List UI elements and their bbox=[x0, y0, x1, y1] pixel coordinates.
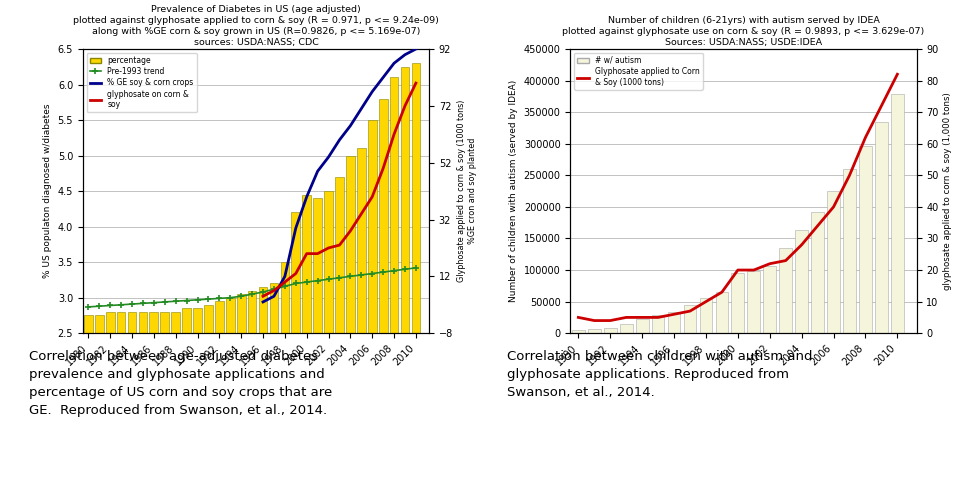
Bar bbox=[731, 273, 744, 333]
Bar bbox=[95, 316, 103, 490]
Bar bbox=[748, 271, 760, 333]
Bar bbox=[269, 283, 278, 490]
Bar bbox=[859, 146, 872, 333]
Bar bbox=[779, 248, 792, 333]
Bar bbox=[875, 122, 888, 333]
Bar bbox=[138, 312, 147, 490]
Bar bbox=[292, 213, 300, 490]
Bar bbox=[258, 287, 267, 490]
Bar bbox=[161, 312, 169, 490]
Bar bbox=[302, 195, 311, 490]
Bar bbox=[700, 298, 713, 333]
Bar bbox=[204, 305, 213, 490]
Bar bbox=[149, 312, 158, 490]
Bar bbox=[763, 266, 776, 333]
Bar bbox=[604, 328, 616, 333]
Bar bbox=[182, 308, 191, 490]
Bar bbox=[335, 177, 344, 490]
Title: Prevalence of Diabetes in US (age adjusted)
plotted against glyphosate applied t: Prevalence of Diabetes in US (age adjust… bbox=[73, 4, 439, 47]
Bar bbox=[84, 316, 93, 490]
Bar bbox=[117, 312, 126, 490]
Bar bbox=[237, 294, 246, 490]
Bar bbox=[401, 67, 410, 490]
Bar bbox=[651, 315, 665, 333]
Y-axis label: Number of children with autism (served by IDEA): Number of children with autism (served b… bbox=[509, 80, 518, 302]
Bar bbox=[357, 148, 366, 490]
Bar bbox=[636, 319, 648, 333]
Bar bbox=[215, 301, 223, 490]
Bar bbox=[716, 292, 728, 333]
Legend: # w/ autism, Glyphosate applied to Corn
& Soy (1000 tons): # w/ autism, Glyphosate applied to Corn … bbox=[574, 53, 703, 90]
Bar bbox=[891, 95, 904, 333]
Text: Correlation between age-adjusted diabetes
prevalence and glyphosate applications: Correlation between age-adjusted diabete… bbox=[29, 350, 332, 417]
Bar bbox=[620, 324, 633, 333]
Bar bbox=[390, 77, 399, 490]
Y-axis label: % US populaton diagnosed w/diabetes: % US populaton diagnosed w/diabetes bbox=[43, 104, 52, 278]
Bar bbox=[226, 298, 235, 490]
Bar bbox=[368, 120, 376, 490]
Bar bbox=[128, 312, 137, 490]
Bar bbox=[411, 63, 420, 490]
Y-axis label: glyphosate applied to corn & soy (1,000 tons): glyphosate applied to corn & soy (1,000 … bbox=[943, 92, 952, 290]
Title: Number of children (6-21yrs) with autism served by IDEA
plotted against glyphosa: Number of children (6-21yrs) with autism… bbox=[563, 16, 924, 47]
Bar bbox=[281, 262, 290, 490]
Bar bbox=[193, 308, 202, 490]
Bar bbox=[668, 312, 681, 333]
Bar bbox=[313, 198, 322, 490]
Text: Correlation between children with autism and
glyphosate applications. Reproduced: Correlation between children with autism… bbox=[507, 350, 812, 399]
Bar bbox=[324, 191, 332, 490]
Bar bbox=[811, 212, 824, 333]
Bar bbox=[588, 329, 601, 333]
Y-axis label: Glyphosate applied to corn & soy (1000 tons)
%GE cron and soy planted: Glyphosate applied to corn & soy (1000 t… bbox=[457, 100, 477, 282]
Bar bbox=[843, 169, 856, 333]
Bar bbox=[572, 330, 585, 333]
Bar bbox=[248, 291, 256, 490]
Bar bbox=[683, 305, 696, 333]
Bar bbox=[796, 230, 808, 333]
Bar bbox=[172, 312, 180, 490]
Bar bbox=[827, 191, 839, 333]
Bar bbox=[378, 99, 387, 490]
Bar bbox=[106, 312, 114, 490]
Legend: percentage, Pre-1993 trend, % GE soy & corn crops, glyphosate on corn &
soy: percentage, Pre-1993 trend, % GE soy & c… bbox=[87, 53, 197, 112]
Bar bbox=[346, 156, 355, 490]
